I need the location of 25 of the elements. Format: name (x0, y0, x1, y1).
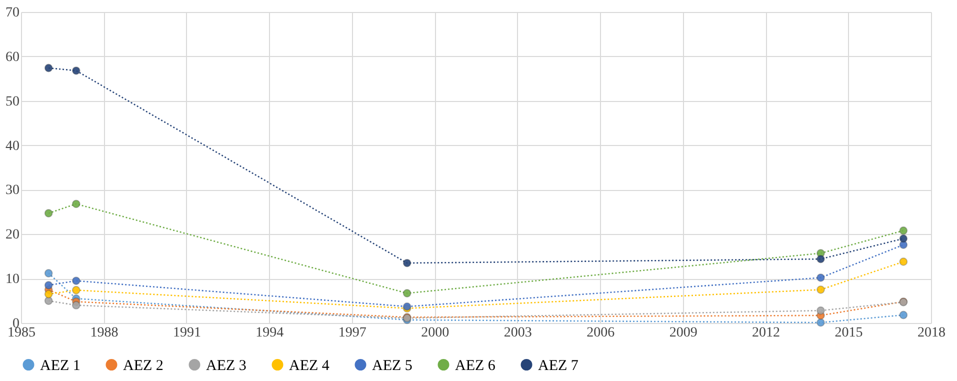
x-tick-label: 2018 (918, 326, 946, 340)
y-tick-label: 70 (6, 6, 20, 20)
legend-label: AEZ 2 (123, 358, 164, 374)
legend-label: AEZ 1 (40, 358, 80, 374)
y-tick-label: 10 (6, 272, 20, 288)
x-tick-label: 2006 (586, 326, 615, 340)
x-tick-label: 1988 (90, 326, 118, 340)
y-tick-label: 40 (6, 138, 20, 154)
x-tick-label: 2000 (421, 326, 450, 340)
y-tick-label: 20 (6, 228, 20, 243)
x-tick-label: 1997 (338, 326, 366, 340)
x-tick-label: 2003 (504, 326, 532, 340)
legend-label: AEZ 6 (455, 358, 496, 374)
x-tick-label: 2015 (834, 326, 863, 340)
y-tick-label: 60 (6, 50, 20, 65)
legend-label: AEZ 7 (538, 358, 579, 374)
legend-label: AEZ 4 (289, 358, 330, 374)
x-tick-label: 1991 (172, 326, 201, 340)
x-tick-label: 2012 (752, 326, 780, 340)
y-tick-label: 50 (6, 94, 20, 110)
y-tick-label: 30 (6, 183, 20, 198)
x-tick-label: 2009 (669, 326, 698, 340)
legend-label: AEZ 5 (372, 358, 412, 374)
x-tick-label: 1994 (256, 326, 284, 340)
legend-label: AEZ 3 (206, 358, 246, 374)
